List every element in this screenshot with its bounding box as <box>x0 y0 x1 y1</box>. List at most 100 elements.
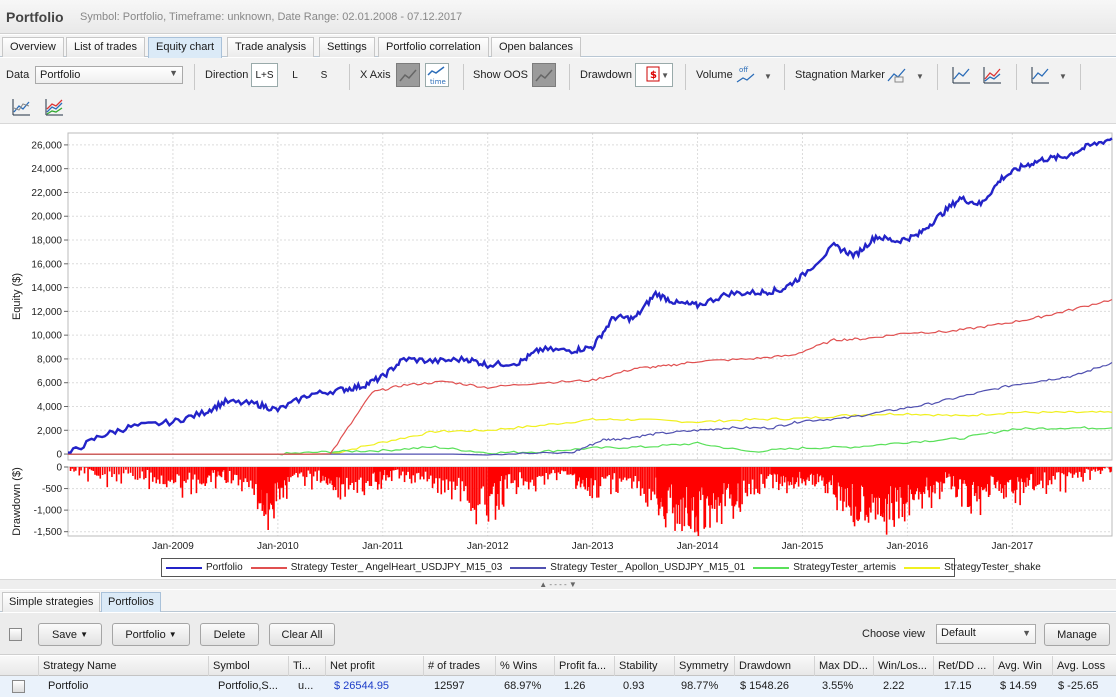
drawdown-bar <box>914 467 916 495</box>
drawdown-bar <box>990 467 992 476</box>
color-lines-button[interactable] <box>42 95 66 119</box>
drawdown-bar <box>975 467 977 494</box>
tab-open-balances[interactable]: Open balances <box>491 37 581 57</box>
volume-button[interactable]: off <box>734 63 758 87</box>
table-row[interactable]: Portfolio Portfolio,S... u... $ 26544.95… <box>0 676 1116 697</box>
column-header[interactable]: % Wins <box>496 656 555 676</box>
select-all-checkbox[interactable] <box>9 628 22 641</box>
tab-simple-strategies[interactable]: Simple strategies <box>2 592 101 612</box>
drawdown-bar <box>1087 467 1090 470</box>
drawdown-bar <box>883 467 886 522</box>
chevron-down-icon[interactable]: ▼ <box>916 72 924 81</box>
column-header[interactable]: # of trades <box>424 656 496 676</box>
drawdown-bar <box>832 467 835 495</box>
chevron-down-icon[interactable]: ▼ <box>764 72 772 81</box>
column-header[interactable]: Net profit <box>326 656 424 676</box>
drawdown-bar <box>615 467 617 492</box>
direction-long-button[interactable]: L <box>292 69 298 81</box>
drawdown-button[interactable]: $ ▼ <box>635 63 673 87</box>
drawdown-bar <box>989 467 991 495</box>
manage-button[interactable]: Manage <box>1044 623 1110 646</box>
drawdown-bar <box>702 467 704 495</box>
x-tick-label: Jan-2010 <box>257 541 299 552</box>
drawdown-bar <box>380 467 383 489</box>
drawdown-bar <box>224 467 226 481</box>
window-titlebar: Portfolio Symbol: Portfolio, Timeframe: … <box>0 0 1116 34</box>
drawdown-bar <box>594 467 596 481</box>
drawdown-bar <box>573 467 576 474</box>
drawdown-bar <box>286 467 288 499</box>
choose-view-select[interactable]: Default ▼ <box>936 624 1036 644</box>
drawdown-bar <box>804 467 807 486</box>
drawdown-bar <box>122 467 125 474</box>
drawdown-bar <box>582 467 584 480</box>
drawdown-bar <box>680 467 682 500</box>
drawdown-bar <box>726 467 729 488</box>
tab-equity-chart[interactable]: Equity chart <box>148 37 223 58</box>
drawdown-bar <box>892 467 894 521</box>
drawdown-bar <box>409 467 411 479</box>
column-header[interactable]: Max DD... <box>815 656 874 676</box>
delete-button[interactable]: Delete <box>200 623 259 646</box>
line-chart-icon <box>1031 67 1049 84</box>
column-header[interactable]: Ret/DD ... <box>934 656 994 676</box>
multi-line-chart-button[interactable] <box>980 63 1004 87</box>
drawdown-bar <box>381 467 384 480</box>
column-header[interactable]: Profit fa... <box>555 656 615 676</box>
drawdown-bar <box>383 467 386 470</box>
compare-chart-button[interactable] <box>9 95 33 119</box>
chevron-down-icon[interactable]: ▼ <box>1059 72 1067 81</box>
drawdown-bar <box>775 467 778 482</box>
save-button[interactable]: Save ▼ <box>38 623 102 646</box>
data-select[interactable]: Portfolio ▼ <box>35 66 183 84</box>
tab-list-of-trades[interactable]: List of trades <box>66 37 145 57</box>
drawdown-bar <box>931 467 934 493</box>
drawdown-bar <box>983 467 985 490</box>
stagnation-icon <box>887 68 906 83</box>
line-chart-button[interactable] <box>1028 63 1052 87</box>
panel-splitter[interactable]: ▲ - - - - ▼ <box>0 579 1116 589</box>
column-header[interactable]: Avg. Loss <box>1057 660 1106 672</box>
column-header[interactable]: Strategy Name <box>39 656 209 676</box>
drawdown-bar <box>71 467 74 469</box>
drawdown-bar <box>312 467 315 477</box>
column-header[interactable]: Win/Los... <box>874 656 934 676</box>
tab-portfolios[interactable]: Portfolios <box>101 592 161 612</box>
tab-portfolio-correlation[interactable]: Portfolio correlation <box>378 37 489 57</box>
drawdown-bar <box>937 467 940 483</box>
drawdown-bar <box>202 467 205 484</box>
drawdown-bar <box>751 467 754 480</box>
drawdown-bar <box>1047 467 1049 486</box>
stagnation-marker-button[interactable] <box>885 63 909 87</box>
column-header[interactable]: Avg. Win <box>994 656 1053 676</box>
drawdown-bar <box>320 467 323 482</box>
choose-view-label: Choose view <box>862 628 925 640</box>
row-checkbox[interactable] <box>12 680 25 693</box>
tab-trade-analysis[interactable]: Trade analysis <box>227 37 315 57</box>
drawdown-bar <box>868 467 871 508</box>
drawdown-bar <box>733 467 736 507</box>
drawdown-bar <box>589 467 591 497</box>
drawdown-bar <box>790 467 793 485</box>
clear-all-button[interactable]: Clear All <box>269 623 335 646</box>
column-header[interactable]: Drawdown <box>735 656 815 676</box>
column-header[interactable]: Ti... <box>289 656 326 676</box>
tab-overview[interactable]: Overview <box>2 37 64 57</box>
drawdown-bar <box>309 467 311 474</box>
equity-chart-button[interactable] <box>949 63 973 87</box>
column-header[interactable]: Symbol <box>209 656 289 676</box>
xaxis-time-button[interactable]: time <box>425 63 449 87</box>
direction-short-button[interactable]: S <box>320 69 328 81</box>
drawdown-bar <box>393 467 395 471</box>
drawdown-bar <box>97 467 100 476</box>
portfolio-menu-button[interactable]: Portfolio ▼ <box>112 623 190 646</box>
drawdown-bar <box>564 467 567 472</box>
show-oos-button[interactable] <box>532 63 556 87</box>
tab-settings[interactable]: Settings <box>319 37 375 57</box>
svg-text:$: $ <box>650 70 657 81</box>
xaxis-trades-button[interactable] <box>396 63 420 87</box>
direction-long-short-button[interactable]: L+S <box>251 63 278 87</box>
column-header[interactable]: Stability <box>615 656 675 676</box>
column-header[interactable]: Symmetry <box>675 656 735 676</box>
drawdown-bar <box>748 467 750 484</box>
